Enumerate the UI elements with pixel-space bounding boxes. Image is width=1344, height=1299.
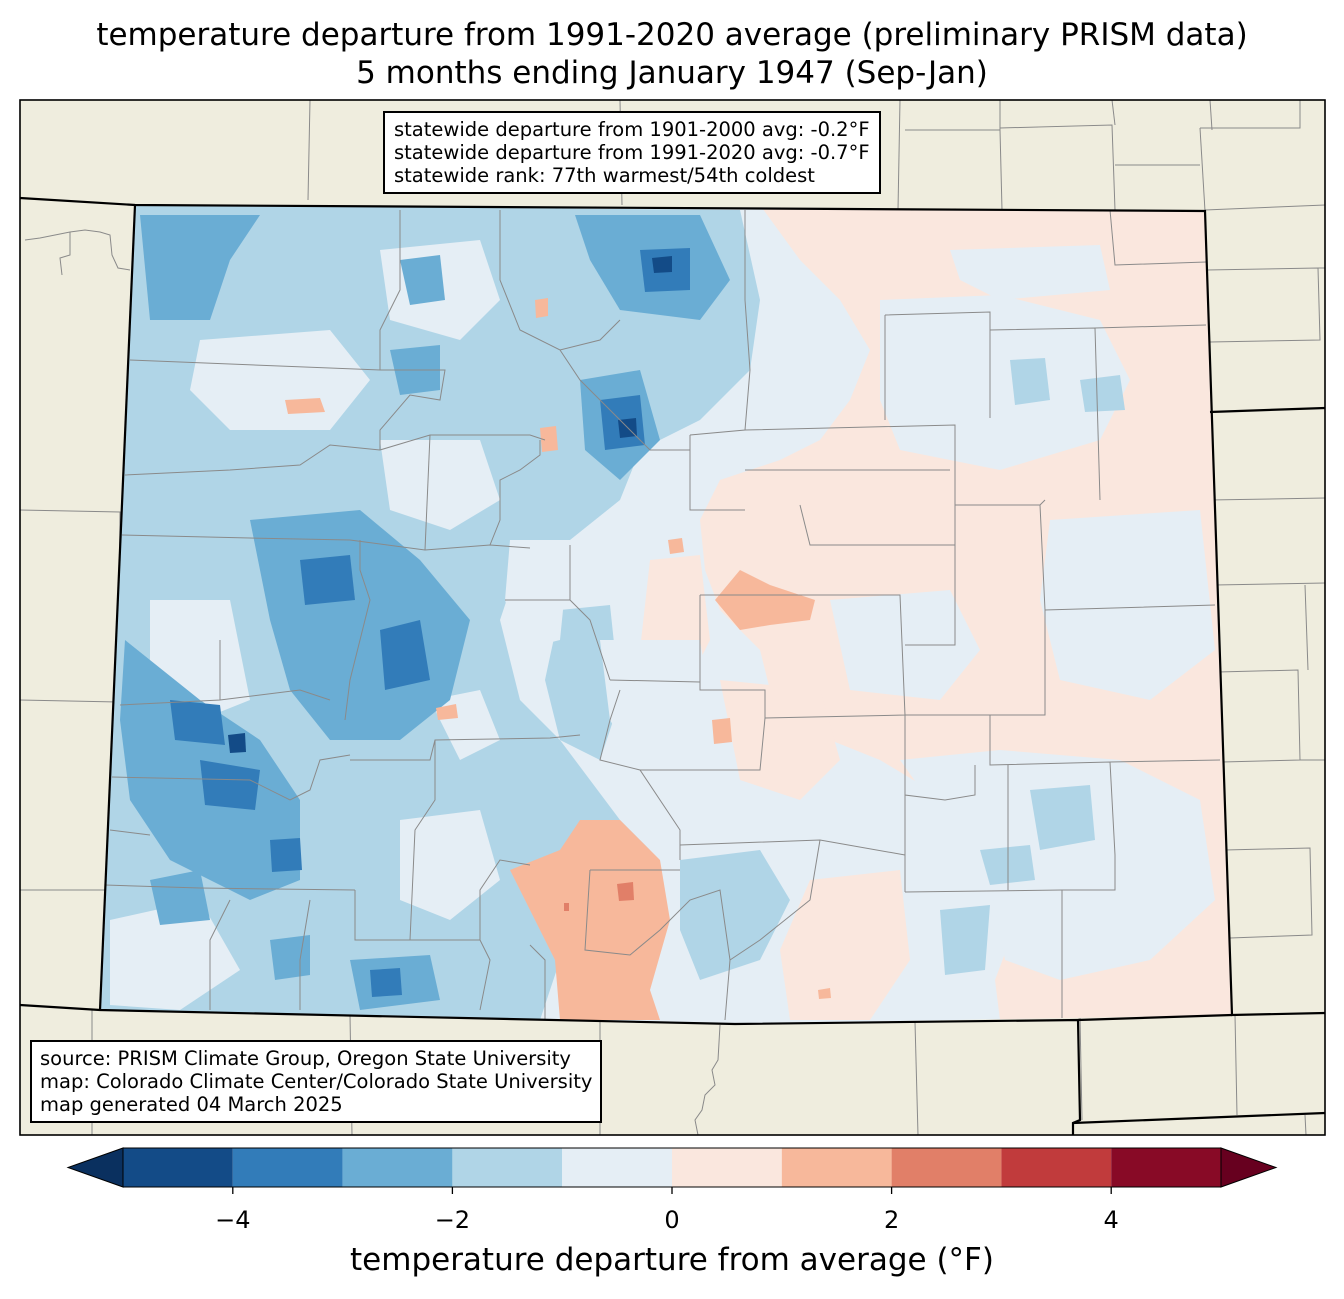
colorbar-tick-label: 2 — [883, 1206, 900, 1234]
colorbar-under-arrow — [66, 1147, 124, 1188]
county-lines — [104, 209, 1221, 1021]
source-map-credit: map: Colorado Climate Center/Colorado St… — [40, 1070, 593, 1093]
colorbar-tick-label: −2 — [434, 1206, 471, 1234]
map-title-line1: temperature departure from 1991-2020 ave… — [96, 17, 1248, 53]
colorbar-tick-marks — [232, 1187, 1112, 1194]
source-box: source: PRISM Climate Group, Oregon Stat… — [30, 1040, 603, 1123]
colorbar-bin — [232, 1148, 343, 1187]
colorbar-tick-label: −4 — [215, 1206, 251, 1234]
colorbar-bin — [781, 1148, 892, 1187]
map-frame — [19, 99, 1326, 1136]
map-title-line2: 5 months ending January 1947 (Sep-Jan) — [356, 55, 988, 91]
colorbar-bin — [672, 1148, 782, 1187]
statewide-stats-box: statewide departure from 1901-2000 avg: … — [383, 111, 881, 194]
colorbar-over-arrow — [1220, 1147, 1278, 1188]
colorbar-tick-label: 0 — [664, 1206, 680, 1234]
colorbar-bin — [1001, 1148, 1112, 1187]
colorbar-bin — [891, 1148, 1002, 1187]
colorbar-bin — [1111, 1148, 1221, 1187]
colorbar-bin — [123, 1148, 233, 1187]
colorbar-label: temperature departure from average (°F) — [350, 1242, 994, 1278]
colorbar-bin — [452, 1148, 563, 1187]
colorbar-tick-label: 4 — [1103, 1206, 1119, 1234]
colorbar-bins — [123, 1148, 1221, 1187]
stats-departure-1991-2020: statewide departure from 1991-2020 avg: … — [394, 141, 870, 164]
colorbar — [66, 1147, 1278, 1194]
source-generated-date: map generated 04 March 2025 — [40, 1093, 343, 1116]
state-borders — [19, 196, 1326, 1135]
source-prism: source: PRISM Climate Group, Oregon Stat… — [40, 1047, 571, 1070]
stats-rank: statewide rank: 77th warmest/54th coldes… — [394, 164, 815, 187]
colorbar-bin — [562, 1148, 672, 1187]
stats-departure-1901-2000: statewide departure from 1901-2000 avg: … — [394, 118, 870, 141]
colorbar-bin — [342, 1148, 453, 1187]
